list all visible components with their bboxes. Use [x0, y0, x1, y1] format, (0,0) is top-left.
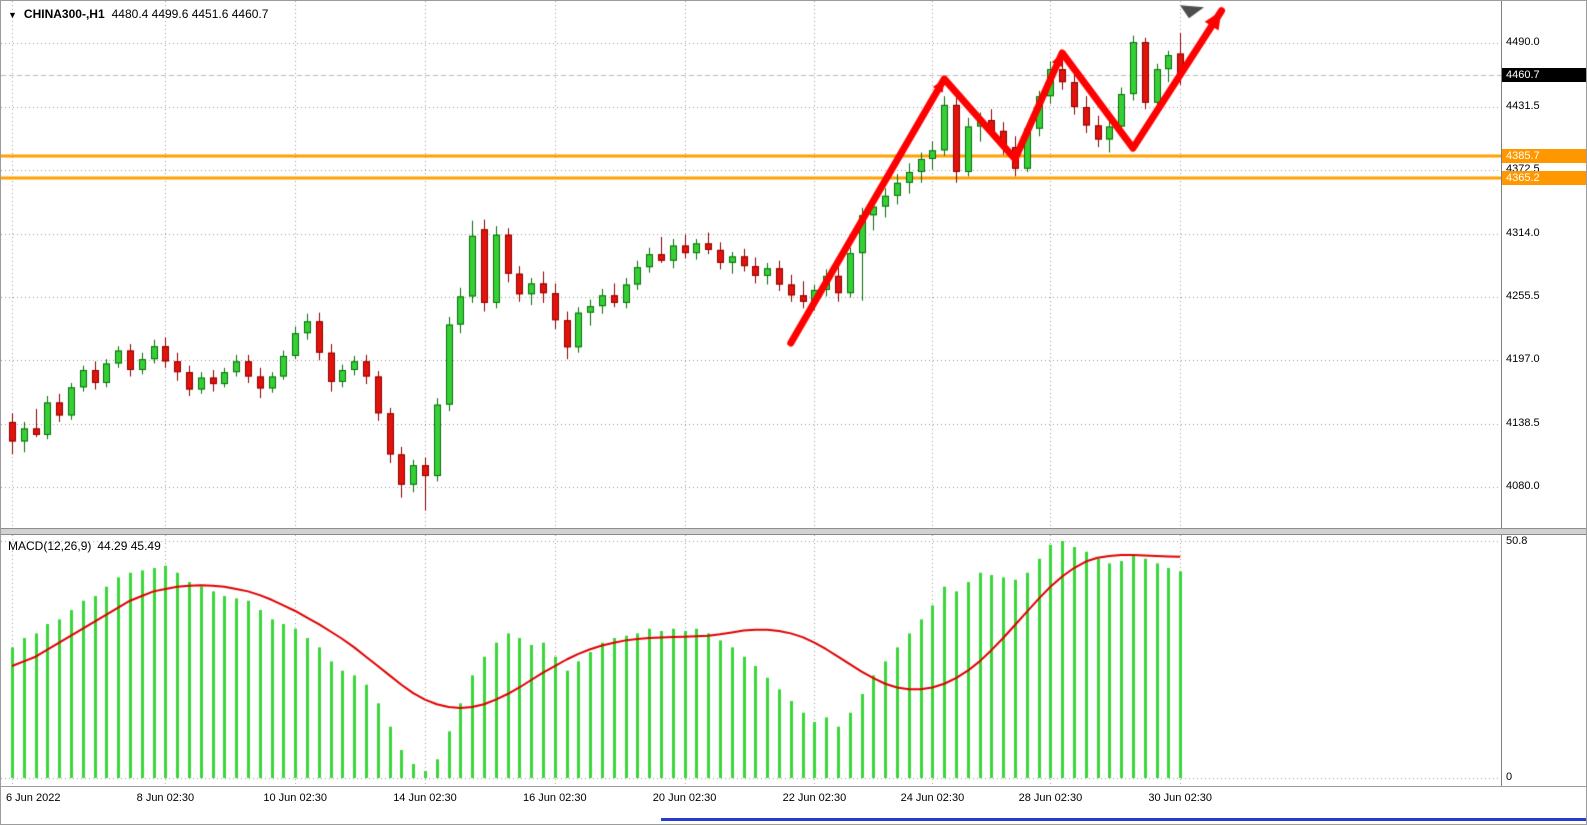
- price-tick-label: 4490.0: [1506, 36, 1540, 49]
- hline-price-badge: 4365.2: [1502, 171, 1586, 186]
- symbol-period-label: CHINA300-,H1: [23, 7, 105, 21]
- time-tick-label: 16 Jun 02:30: [522, 792, 587, 804]
- macd-header: MACD(12,26,9) 44.29 45.49: [8, 539, 161, 553]
- price-tick-label: 4255.5: [1506, 289, 1540, 302]
- time-axis[interactable]: 6 Jun 2022 8 Jun 02:30 10 Jun 02:30 14 Jun …: [1, 786, 1586, 816]
- price-chart-canvas[interactable]: [1, 1, 1501, 528]
- time-tick-label: 20 Jun 02:30: [652, 792, 717, 804]
- macd-axis[interactable]: 50.8 0: [1501, 535, 1586, 786]
- time-tick-label: 14 Jun 02:30: [393, 792, 457, 804]
- macd-panel: MACD(12,26,9) 44.29 45.49 50.8 0: [1, 535, 1586, 786]
- macd-tick-label: 50.8: [1506, 535, 1528, 547]
- price-tick-label: 4431.5: [1506, 99, 1540, 112]
- price-tick-label: 4080.0: [1506, 479, 1540, 492]
- time-tick-label: 10 Jun 02:30: [263, 792, 327, 804]
- time-tick-label: 22 Jun 02:30: [782, 792, 847, 804]
- hline-price-badge: 4385.7: [1502, 149, 1586, 164]
- macd-values-label: 44.29 45.49: [97, 539, 161, 553]
- price-tick-label: 4314.0: [1506, 226, 1540, 239]
- bottom-blue-line: [661, 818, 1586, 821]
- chart-title: ▼ CHINA300-,H1 4480.4 4499.6 4451.6 4460…: [8, 7, 268, 21]
- macd-tick-label: 0: [1506, 771, 1513, 783]
- time-tick-label: 6 Jun 2022: [6, 792, 61, 804]
- price-axis[interactable]: 4490.0 4431.5 4372.5 4314.0 4255.5 4197.0 4138…: [1501, 1, 1586, 528]
- ohlc-values-label: 4480.4 4499.6 4451.6 4460.7: [111, 7, 269, 21]
- time-tick-label: 28 Jun 02:30: [1018, 792, 1083, 804]
- macd-label: MACD(12,26,9): [8, 539, 92, 553]
- time-tick-label: 30 Jun 02:30: [1148, 792, 1212, 804]
- price-chart-panel: ▼ CHINA300-,H1 4480.4 4499.6 4451.6 4460…: [1, 1, 1586, 528]
- price-tick-label: 4138.5: [1506, 416, 1540, 429]
- bid-price-badge: 4460.7: [1502, 67, 1586, 82]
- time-tick-label: 24 Jun 02:30: [900, 792, 965, 804]
- price-tick-label: 4197.0: [1506, 353, 1540, 366]
- macd-canvas[interactable]: [1, 535, 1501, 786]
- collapse-triangle-icon[interactable]: ▼: [8, 10, 17, 20]
- panel-separator[interactable]: [1, 528, 1586, 535]
- time-tick-label: 8 Jun 02:30: [136, 792, 195, 804]
